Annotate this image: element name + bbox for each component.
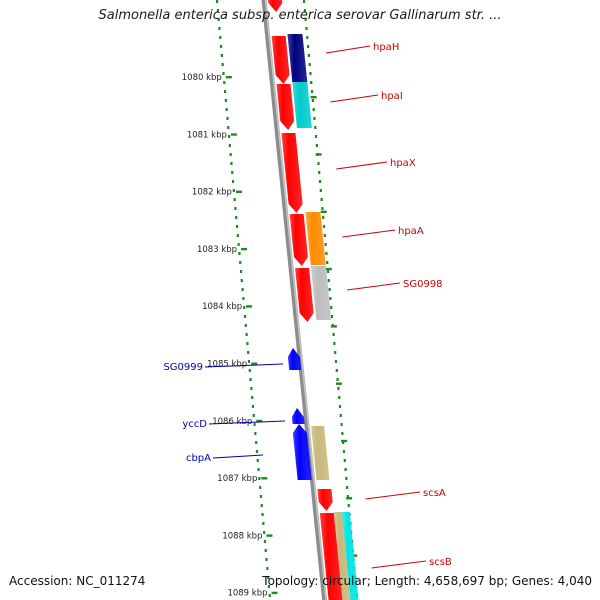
reverse-gene-cbpa bbox=[292, 424, 312, 480]
gene-label-scsa: scsA bbox=[423, 488, 446, 499]
forward-gene-sg0998 bbox=[310, 266, 332, 320]
accession-label: Accession: bbox=[9, 574, 73, 588]
scale-tick bbox=[335, 382, 342, 385]
forward-gene-red bbox=[281, 133, 303, 213]
forward-gene-scsb bbox=[341, 512, 359, 600]
scale-tick-label: 1085 kbp bbox=[207, 360, 247, 370]
reverse-gene-sg0999 bbox=[287, 348, 302, 370]
scale-tick-label: 1080 kbp bbox=[182, 73, 222, 83]
genome-summary: Topology: circular; Length: 4,658,697 bp… bbox=[262, 574, 592, 588]
gene-label-hpai: hpaI bbox=[381, 91, 403, 102]
gene-leader-line bbox=[347, 282, 401, 291]
gene-leader-line bbox=[204, 363, 284, 368]
scale-tick bbox=[320, 210, 327, 213]
forward-gene-red bbox=[295, 268, 314, 322]
scale-tick bbox=[330, 325, 337, 328]
forward-gene-red bbox=[289, 214, 308, 266]
gene-leader-line bbox=[325, 45, 371, 54]
scale-tick bbox=[225, 76, 232, 79]
scale-tick-label: 1084 kbp bbox=[202, 302, 242, 312]
scale-tick bbox=[271, 591, 278, 595]
gene-leader-line bbox=[330, 94, 379, 103]
gene-label-sg0998: SG0998 bbox=[403, 279, 443, 290]
forward-gene-red bbox=[268, 0, 283, 12]
scale-tick bbox=[351, 554, 358, 557]
scale-tick-label: 1088 kbp bbox=[222, 531, 262, 541]
forward-gene-red bbox=[317, 489, 333, 511]
accession-info: Accession: NC_011274 bbox=[9, 574, 145, 588]
scale-tick-label: 1081 kbp bbox=[187, 130, 227, 140]
scale-tick bbox=[246, 305, 253, 308]
forward-gene-red bbox=[271, 36, 290, 84]
topology-label: Topology: bbox=[262, 574, 319, 588]
gene-label-scsb: scsB bbox=[429, 557, 452, 568]
gene-label-sg0999: SG0999 bbox=[163, 362, 203, 373]
gene-leader-line bbox=[365, 491, 421, 500]
accession-value: NC_011274 bbox=[76, 574, 146, 588]
genome-backbone bbox=[261, 0, 328, 600]
forward-gene-red bbox=[276, 84, 295, 130]
scale-tick-label: 1086 kbp bbox=[212, 417, 252, 427]
topology-value: circular bbox=[322, 574, 367, 588]
scale-tick bbox=[251, 362, 258, 365]
length-value: 4,658,697 bp bbox=[423, 574, 504, 588]
scale-tick bbox=[230, 133, 237, 136]
gene-leader-line bbox=[212, 454, 264, 459]
gene-label-yccd: yccD bbox=[182, 419, 207, 430]
gene-leader-line bbox=[336, 161, 388, 170]
scale-tick-label: 1083 kbp bbox=[197, 245, 237, 255]
scale-tick bbox=[261, 477, 268, 480]
forward-gene-tan bbox=[333, 512, 351, 600]
gene-label-cbpa: cbpA bbox=[186, 453, 211, 464]
gene-label-hpax: hpaX bbox=[390, 158, 416, 169]
gene-label-hpah: hpaH bbox=[373, 42, 399, 53]
genes-value: 4,040 bbox=[557, 574, 592, 588]
scale-tick-label: 1089 kbp bbox=[227, 589, 267, 599]
length-label: Length: bbox=[374, 574, 421, 588]
reverse-gene-tan bbox=[311, 426, 330, 480]
forward-gene-red bbox=[319, 513, 343, 600]
scale-tick bbox=[266, 534, 273, 537]
gene-leader-line bbox=[208, 420, 286, 425]
scale-tick bbox=[341, 439, 348, 443]
forward-gene-hpah bbox=[287, 34, 308, 82]
reverse-gene-yccd bbox=[291, 408, 305, 424]
scale-tick bbox=[310, 96, 317, 99]
scale-track-left bbox=[216, 0, 271, 597]
scale-tick bbox=[256, 419, 263, 423]
gene-leader-line bbox=[371, 560, 427, 569]
scale-tick-label: 1082 kbp bbox=[192, 188, 232, 198]
scale-tick bbox=[325, 267, 332, 271]
organism-title: Salmonella enterica subsp. enterica sero… bbox=[98, 8, 502, 23]
scale-tick-label: 1087 kbp bbox=[217, 474, 257, 484]
gene-label-hpaa: hpaA bbox=[398, 226, 424, 237]
forward-gene-hpaa bbox=[305, 212, 326, 265]
scale-tick bbox=[346, 497, 353, 500]
gene-leader-line bbox=[342, 229, 396, 238]
genes-label: Genes: bbox=[511, 574, 554, 588]
forward-gene-hpai bbox=[292, 82, 312, 128]
scale-tick bbox=[315, 153, 322, 156]
scale-tick bbox=[241, 247, 248, 251]
scale-tick bbox=[235, 190, 242, 193]
